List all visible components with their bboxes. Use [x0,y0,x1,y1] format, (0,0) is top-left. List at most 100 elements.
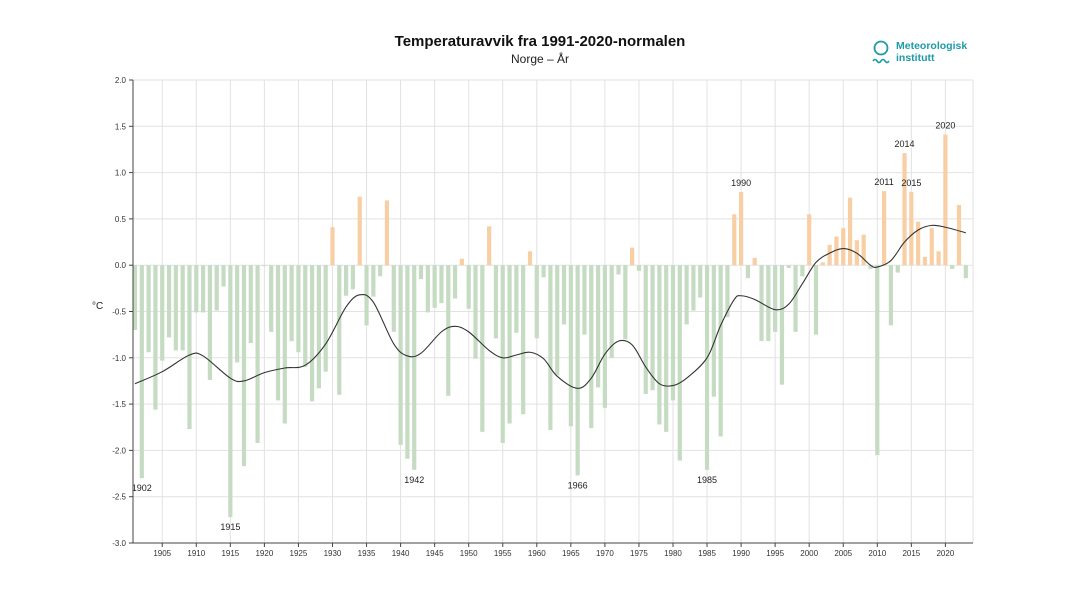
bar-1964 [561,265,567,325]
bar-1916 [235,265,240,363]
bar-1936 [371,265,376,297]
bar-1943 [418,265,424,280]
chart-title: Temperaturavvik fra 1991-2020-normalen [394,33,686,50]
y-tick-label: -1.0 [112,354,126,363]
bar-1911 [201,265,206,313]
bar-2010 [875,265,880,456]
bar-2006 [847,197,853,266]
bar-1999 [800,265,805,277]
x-tick-label: 2005 [834,549,852,558]
bar-1939 [391,265,396,332]
bar-1950 [466,265,471,309]
annotation-1902: 1902 [132,483,152,493]
bar-1902 [139,265,144,479]
bar-2000 [807,214,812,266]
x-tick-label: 1970 [596,549,614,558]
bars [132,134,968,518]
annotation-1990: 1990 [731,178,751,188]
annotation-1915: 1915 [220,522,240,532]
bar-1972 [616,265,621,275]
bar-1971 [609,265,614,358]
bar-2009 [868,265,873,269]
met-logo: Meteorologisk institutt [872,40,967,68]
bar-1941 [405,265,410,459]
bar-1962 [548,265,553,431]
bar-2005 [841,228,846,266]
bar-1918 [248,265,253,343]
x-tick-label: 1940 [392,549,410,558]
bar-1910 [194,265,199,313]
bar-2019 [936,251,941,266]
bar-1909 [187,265,192,430]
y-tick-label: 0.0 [115,261,127,270]
x-tick-label: 2010 [868,549,886,558]
bar-1915 [228,265,233,518]
annotation-1985: 1985 [697,475,717,485]
bar-1998 [793,265,798,332]
bar-1996 [779,265,785,385]
smoothed-curve [134,224,966,389]
bar-1967 [582,265,587,335]
y-tick-label: -3.0 [112,539,126,548]
bar-1983 [691,265,696,311]
bar-1995 [773,265,778,332]
bar-1966 [575,265,580,476]
bar-1919 [255,265,260,443]
bar-1952 [480,265,485,432]
bar-1992 [752,257,757,266]
bar-2012 [888,265,894,326]
bar-1940 [398,265,403,445]
bar-1925 [296,265,301,353]
bar-2008 [861,234,866,266]
x-tick-label: 2015 [902,549,920,558]
bar-1949 [459,258,464,266]
bar-1904 [153,265,158,410]
bar-1903 [146,265,151,353]
annotation-2020: 2020 [935,121,955,131]
x-tick-label: 1995 [766,549,784,558]
annotation-2011: 2011 [874,177,893,187]
bar-1926 [303,265,308,368]
bar-2001 [813,265,819,335]
bar-1931 [337,265,342,395]
bar-2023 [963,265,968,279]
bar-1946 [439,265,444,304]
bar-1982 [684,265,689,325]
bar-2002 [820,262,825,266]
bar-1956 [507,265,512,424]
bar-1997 [786,265,791,268]
bar-1924 [289,265,294,342]
logo-line2: institutt [896,52,935,64]
x-tick-label: 1915 [221,549,239,558]
x-tick-label: 1925 [290,549,308,558]
bar-1957 [514,265,519,333]
bar-1973 [623,265,628,340]
bar-1912 [207,265,213,381]
bar-1938 [384,200,390,266]
bar-2018 [929,228,934,266]
bar-1901 [132,265,138,331]
bar-1977 [650,265,655,391]
bar-1923 [282,265,287,424]
chart-subtitle: Norge – År [510,52,570,66]
bar-1958 [521,265,526,415]
bar-1944 [425,265,430,313]
bar-1937 [378,265,383,277]
bar-1960 [534,265,539,339]
bar-1963 [555,265,560,376]
x-tick-label: 1945 [426,549,444,558]
bar-1922 [275,265,281,401]
x-tick-label: 1990 [732,549,750,558]
bar-2003 [827,244,832,266]
bar-2014 [902,153,907,266]
bar-1994 [766,265,771,342]
bar-2017 [922,256,928,266]
bar-1988 [725,265,730,318]
bar-2021 [950,265,955,269]
annotation-1942: 1942 [404,475,424,485]
bar-1961 [541,265,546,278]
bar-1975 [636,265,642,271]
bar-1953 [487,226,492,266]
x-tick-label: 1905 [153,549,171,558]
bar-1908 [180,265,185,351]
